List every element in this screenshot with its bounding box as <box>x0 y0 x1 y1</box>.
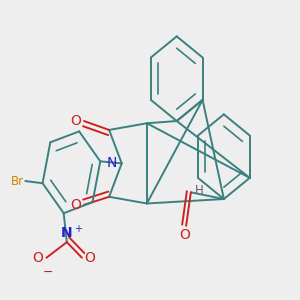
Text: H: H <box>195 184 204 196</box>
Text: Br: Br <box>11 175 24 188</box>
Text: O: O <box>70 114 81 128</box>
Text: −: − <box>43 266 53 279</box>
Text: O: O <box>70 198 81 212</box>
Text: O: O <box>32 251 43 265</box>
Text: N: N <box>61 226 73 240</box>
Text: O: O <box>179 228 190 242</box>
Text: +: + <box>74 224 82 234</box>
Text: N: N <box>106 156 117 170</box>
Text: O: O <box>84 251 95 265</box>
